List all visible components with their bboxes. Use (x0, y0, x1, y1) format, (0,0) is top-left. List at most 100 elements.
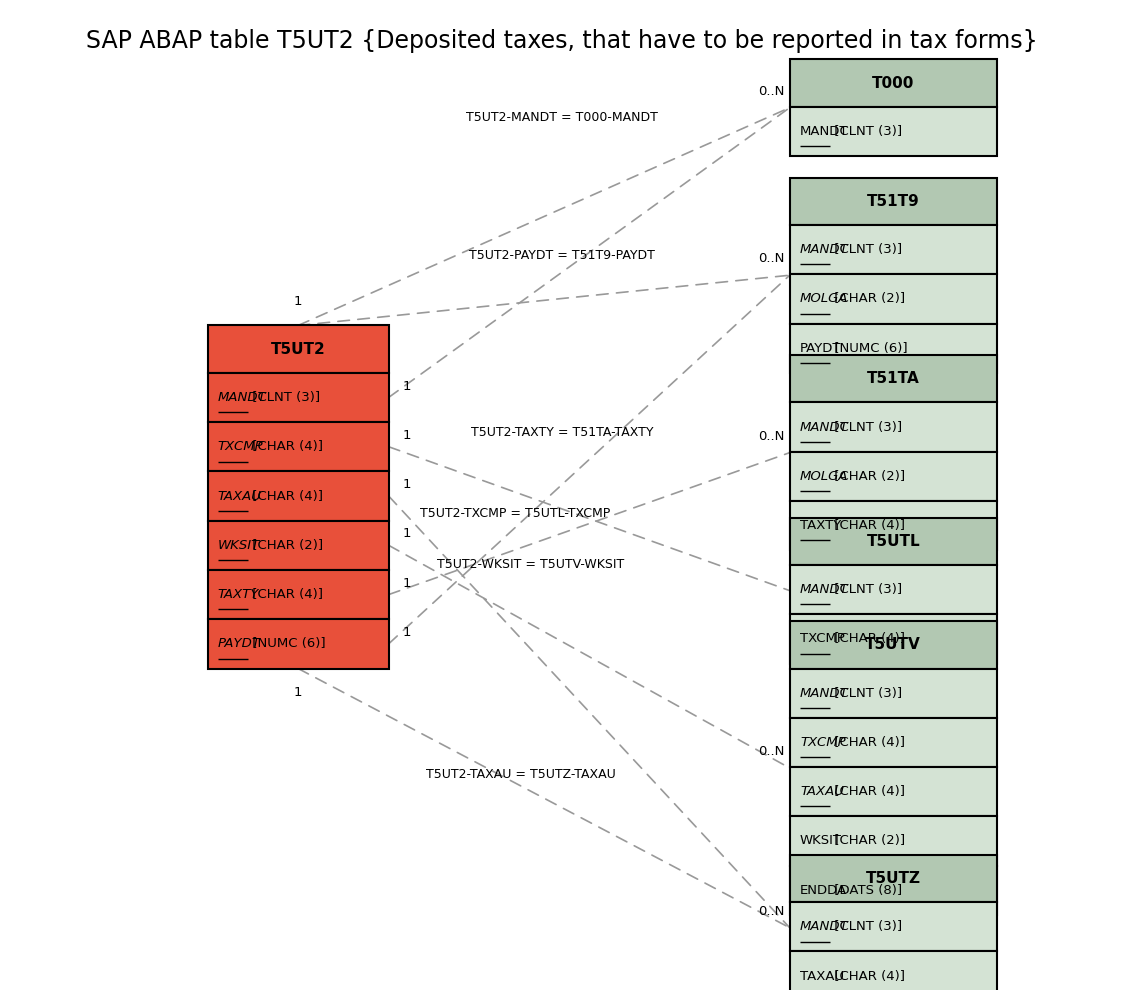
Bar (790, 669, 997, 718)
Bar (790, 225, 997, 274)
Bar (790, 451, 997, 501)
Text: MOLGA: MOLGA (800, 292, 849, 305)
Bar (790, 855, 997, 903)
Text: [CLNT (3)]: [CLNT (3)] (830, 687, 903, 700)
Bar (790, 951, 997, 994)
Bar (790, 60, 997, 106)
Text: 0..N: 0..N (759, 746, 785, 758)
Text: [CHAR (2)]: [CHAR (2)] (830, 470, 905, 483)
Text: [CLNT (3)]: [CLNT (3)] (248, 391, 320, 404)
Text: TXCMP: TXCMP (218, 440, 263, 453)
Bar (790, 718, 997, 767)
Text: TAXTY: TAXTY (800, 519, 841, 532)
Text: [CHAR (4)]: [CHAR (4)] (830, 969, 905, 982)
Bar (790, 816, 997, 866)
Text: WKSIT: WKSIT (218, 539, 260, 552)
Text: 1: 1 (402, 528, 410, 541)
Text: T5UT2-TAXAU = T5UTZ-TAXAU: T5UT2-TAXAU = T5UTZ-TAXAU (426, 768, 616, 781)
Text: TXCMP: TXCMP (800, 736, 845, 748)
Text: MANDT: MANDT (800, 125, 849, 138)
Text: 1: 1 (293, 686, 302, 699)
Text: [CHAR (4)]: [CHAR (4)] (830, 632, 905, 645)
Text: [NUMC (6)]: [NUMC (6)] (830, 342, 908, 355)
Text: [CHAR (4)]: [CHAR (4)] (248, 588, 323, 601)
Text: MANDT: MANDT (800, 583, 849, 596)
Bar (790, 403, 997, 451)
Bar (790, 614, 997, 664)
Text: [CHAR (2)]: [CHAR (2)] (830, 292, 905, 305)
Text: MANDT: MANDT (800, 420, 849, 433)
Bar (790, 274, 997, 323)
Text: [CLNT (3)]: [CLNT (3)] (830, 920, 903, 933)
Text: MANDT: MANDT (800, 920, 849, 933)
Text: MOLGA: MOLGA (800, 470, 849, 483)
Text: WKSIT: WKSIT (800, 835, 842, 848)
Bar (208, 619, 389, 669)
Text: T5UTZ: T5UTZ (865, 871, 921, 886)
Bar (790, 106, 997, 156)
Text: [CHAR (2)]: [CHAR (2)] (248, 539, 323, 552)
Text: 1: 1 (402, 380, 410, 393)
Text: [CHAR (4)]: [CHAR (4)] (248, 440, 323, 453)
Bar (790, 621, 997, 669)
Bar (790, 767, 997, 816)
Bar (790, 355, 997, 403)
Text: T5UT2: T5UT2 (271, 342, 326, 357)
Bar (208, 325, 389, 373)
Text: SAP ABAP table T5UT2 {Deposited taxes, that have to be reported in tax forms}: SAP ABAP table T5UT2 {Deposited taxes, t… (87, 29, 1037, 53)
Bar (790, 501, 997, 551)
Text: [CHAR (4)]: [CHAR (4)] (248, 489, 323, 503)
Text: ENDDA: ENDDA (800, 884, 847, 897)
Text: MANDT: MANDT (800, 687, 849, 700)
Text: T5UTV: T5UTV (865, 637, 921, 652)
Bar (208, 570, 389, 619)
Text: TAXAU: TAXAU (800, 969, 844, 982)
Bar (790, 565, 997, 614)
Text: [CLNT (3)]: [CLNT (3)] (830, 244, 903, 256)
Text: TAXAU: TAXAU (800, 785, 844, 798)
Text: 0..N: 0..N (759, 252, 785, 265)
Bar (790, 903, 997, 951)
Text: T51T9: T51T9 (867, 194, 919, 209)
Bar (208, 373, 389, 422)
Text: TXCMP: TXCMP (800, 632, 845, 645)
Text: [CHAR (4)]: [CHAR (4)] (830, 785, 905, 798)
Text: 0..N: 0..N (759, 429, 785, 442)
Text: 0..N: 0..N (759, 905, 785, 917)
Text: 1: 1 (402, 478, 410, 491)
Text: T5UT2-TXCMP = T5UTL-TXCMP: T5UT2-TXCMP = T5UTL-TXCMP (420, 507, 610, 520)
Text: PAYDT: PAYDT (800, 342, 842, 355)
Text: PAYDT: PAYDT (218, 637, 261, 650)
Text: 1: 1 (402, 428, 410, 441)
Text: 1: 1 (402, 626, 410, 639)
Bar (790, 323, 997, 373)
Text: T5UT2-WKSIT = T5UTV-WKSIT: T5UT2-WKSIT = T5UTV-WKSIT (437, 558, 625, 571)
Bar (790, 866, 997, 914)
Bar (208, 471, 389, 521)
Text: T5UT2-MANDT = T000-MANDT: T5UT2-MANDT = T000-MANDT (466, 111, 658, 124)
Text: MANDT: MANDT (218, 391, 266, 404)
Text: 1: 1 (402, 577, 410, 589)
Bar (790, 518, 997, 565)
Text: [CHAR (4)]: [CHAR (4)] (830, 519, 905, 532)
Text: [CLNT (3)]: [CLNT (3)] (830, 125, 903, 138)
Text: 0..N: 0..N (759, 84, 785, 97)
Text: TAXAU: TAXAU (218, 489, 262, 503)
Text: MANDT: MANDT (800, 244, 849, 256)
Text: T51TA: T51TA (867, 371, 919, 387)
Text: T5UTL: T5UTL (867, 534, 921, 549)
Text: [DATS (8)]: [DATS (8)] (830, 884, 903, 897)
Bar (208, 422, 389, 471)
Bar (790, 178, 997, 225)
Text: [NUMC (6)]: [NUMC (6)] (248, 637, 326, 650)
Text: T5UT2-PAYDT = T51T9-PAYDT: T5UT2-PAYDT = T51T9-PAYDT (469, 249, 655, 262)
Text: [CHAR (4)]: [CHAR (4)] (830, 736, 905, 748)
Text: TAXTY: TAXTY (218, 588, 260, 601)
Text: [CLNT (3)]: [CLNT (3)] (830, 583, 903, 596)
Text: [CLNT (3)]: [CLNT (3)] (830, 420, 903, 433)
Bar (208, 521, 389, 570)
Text: [CHAR (2)]: [CHAR (2)] (830, 835, 905, 848)
Text: T000: T000 (872, 76, 915, 90)
Text: 1: 1 (293, 295, 302, 308)
Text: T5UT2-TAXTY = T51TA-TAXTY: T5UT2-TAXTY = T51TA-TAXTY (471, 426, 653, 439)
